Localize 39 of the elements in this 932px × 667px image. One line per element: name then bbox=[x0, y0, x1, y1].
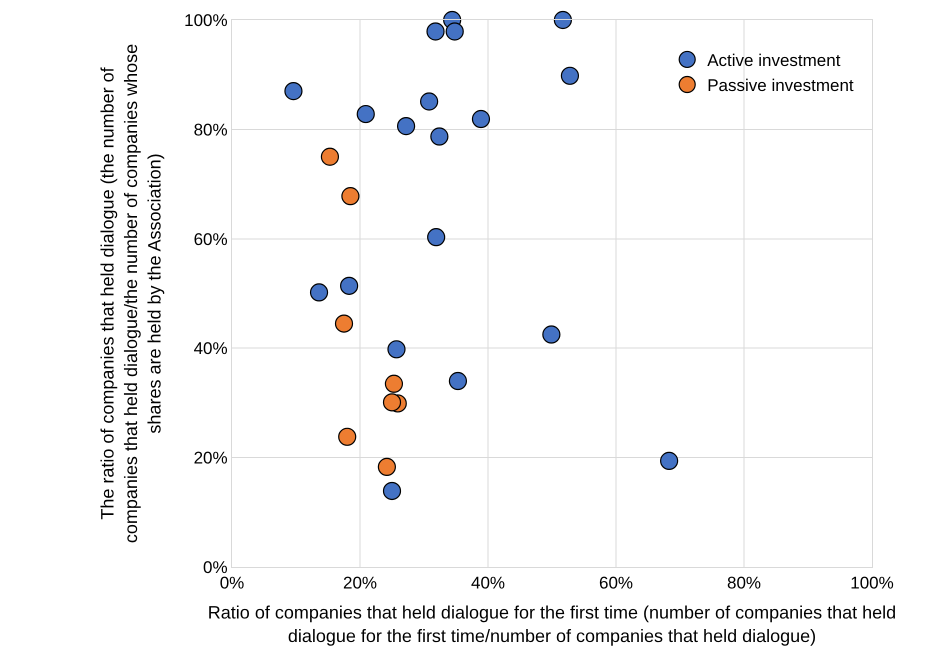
y-axis-title: The ratio of companies that held dialogue (the number of companies that held dialogue/the number of companies whose shares are held by the Association) bbox=[98, 44, 164, 544]
x-tick-label: 20% bbox=[342, 573, 378, 592]
y-tick-label: 100% bbox=[184, 10, 228, 30]
point bbox=[340, 276, 358, 295]
point bbox=[334, 314, 354, 333]
y-tick-label: 40% bbox=[194, 339, 228, 358]
point bbox=[426, 22, 445, 41]
point bbox=[382, 482, 402, 500]
point bbox=[542, 325, 560, 344]
point bbox=[448, 372, 468, 390]
x-tick-label: 60% bbox=[598, 573, 634, 592]
x-tick-label: 80% bbox=[726, 573, 762, 592]
point bbox=[660, 452, 678, 470]
point bbox=[387, 340, 406, 358]
y-tick-label: 60% bbox=[194, 230, 228, 249]
point bbox=[427, 228, 446, 246]
point bbox=[320, 148, 340, 166]
point bbox=[430, 127, 448, 146]
x-axis-title: Ratio of companies that held dialogue for the first time (number of companies that held dialogue for the first time/number of companies that held dialogue) bbox=[208, 602, 896, 646]
legend-label: Passive investment bbox=[707, 76, 854, 96]
y-tick-label: 20% bbox=[194, 448, 228, 468]
point bbox=[446, 22, 464, 41]
point bbox=[356, 104, 375, 124]
point bbox=[378, 458, 396, 476]
legend-label: Active investment bbox=[707, 51, 841, 70]
y-tick-label: 80% bbox=[194, 120, 228, 140]
x-tick-label: 40% bbox=[470, 573, 506, 592]
x-tick-label: 100% bbox=[850, 573, 894, 592]
point bbox=[382, 393, 402, 412]
point bbox=[420, 92, 438, 111]
point bbox=[554, 10, 572, 30]
point bbox=[341, 187, 360, 206]
point bbox=[384, 374, 404, 393]
point bbox=[396, 117, 416, 136]
point bbox=[284, 82, 303, 100]
point bbox=[472, 110, 490, 128]
point bbox=[560, 66, 580, 85]
point bbox=[310, 283, 328, 302]
point bbox=[338, 428, 356, 446]
